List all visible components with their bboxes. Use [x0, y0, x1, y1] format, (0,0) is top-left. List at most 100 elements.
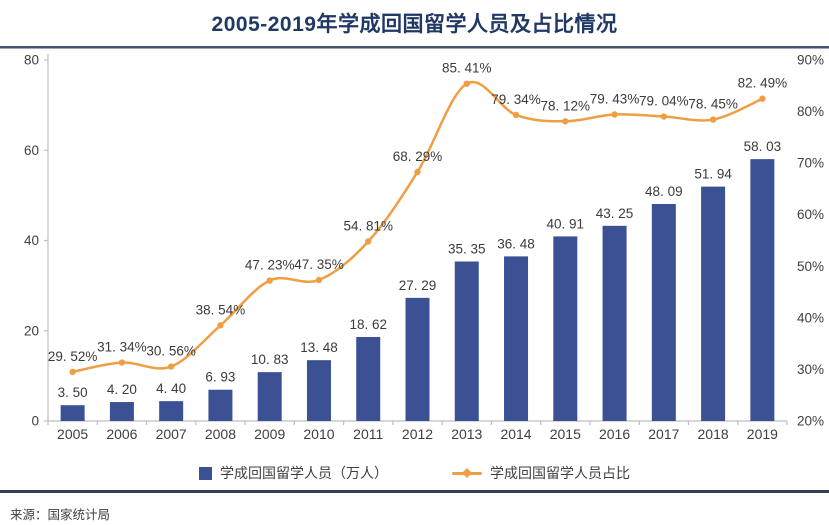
bar-value-label: 48. 09 [645, 184, 683, 199]
chart-legend: 学成回国留学人员（万人） 学成回国留学人员占比 [0, 461, 829, 485]
bar-value-label: 27. 29 [399, 278, 437, 293]
bar [306, 360, 331, 421]
bar [208, 389, 233, 421]
y-axis-right-label: 60% [797, 207, 824, 222]
pct-value-label: 78. 12% [541, 98, 591, 113]
legend-bar-label: 学成回国留学人员（万人） [220, 465, 388, 481]
bar [60, 405, 85, 421]
x-axis-year-label: 2015 [550, 426, 581, 442]
bar-value-label: 4. 40 [156, 381, 186, 396]
x-axis-year-label: 2008 [205, 426, 236, 442]
y-axis-right-label: 40% [797, 310, 824, 325]
x-axis-year-label: 2006 [106, 426, 137, 442]
pct-value-label: 54. 81% [343, 218, 393, 233]
bar-value-label: 43. 25 [596, 206, 634, 221]
bar-value-label: 35. 35 [448, 241, 486, 256]
pct-point [414, 168, 421, 176]
pct-value-label: 47. 35% [294, 257, 344, 272]
combo-chart: 0 20 40 60 80 20% 30% 40% 50% 60% 70% 80% 90% 2005 200… [24, 53, 824, 443]
source-note: 来源：国家统计局 [10, 508, 111, 522]
pct-point [266, 277, 273, 284]
y-axis-right-label: 50% [797, 259, 824, 274]
legend-item-line: 学成回国留学人员占比 [452, 463, 630, 483]
bar [159, 401, 184, 421]
y-axis-left-label: 40 [24, 233, 39, 248]
x-axis-year-label: 2005 [57, 426, 88, 442]
x-axis-year-label: 2007 [156, 426, 187, 442]
bar [504, 256, 529, 421]
pct-point [315, 276, 323, 284]
x-axis-year-label: 2009 [254, 426, 285, 442]
pct-point [611, 111, 618, 118]
pct-value-label: 38. 54% [196, 302, 246, 317]
title-bar: 2005-2019年学成回国留学人员及占比情况 [0, 0, 829, 46]
bar [750, 159, 775, 421]
pct-value-label: 78. 45% [688, 97, 738, 112]
pct-value-label: 79. 43% [590, 92, 640, 107]
pct-point [660, 113, 668, 120]
page-title: 2005-2019年学成回国留学人员及占比情况 [211, 13, 618, 36]
x-axis-year-label: 2010 [303, 426, 334, 442]
x-axis-year-label: 2014 [500, 426, 531, 442]
pct-point [512, 111, 520, 119]
bar-value-label: 40. 91 [547, 216, 585, 231]
y-axis-left-label: 80 [24, 53, 39, 68]
pct-value-label: 82. 49% [738, 76, 788, 91]
bar-value-label: 10. 83 [251, 352, 289, 367]
pct-point [365, 238, 372, 245]
bar [701, 186, 726, 421]
pct-point [167, 363, 175, 370]
bar-value-label: 6. 93 [205, 370, 235, 385]
x-axis-year-label: 2012 [402, 426, 433, 442]
pct-value-label: 47. 23% [245, 258, 295, 273]
pct-point [759, 95, 766, 102]
pct-value-label: 68. 29% [393, 149, 443, 164]
y-axis-left-label: 0 [31, 414, 39, 429]
bar-value-label: 36. 48 [497, 236, 535, 251]
bar [651, 203, 676, 421]
pct-point [217, 322, 224, 329]
pct-value-label: 31. 34% [97, 340, 147, 355]
pct-value-label: 79. 34% [491, 92, 541, 107]
pct-value-label: 29. 52% [48, 349, 98, 364]
bar [454, 261, 479, 421]
line-legend-marker-icon [452, 468, 482, 478]
bar [257, 372, 282, 421]
x-axis-year-label: 2011 [353, 426, 383, 442]
y-axis-right-label: 70% [797, 156, 824, 171]
footer-separator [0, 490, 829, 493]
x-axis-year-label: 2013 [451, 426, 482, 442]
pct-point [118, 359, 126, 366]
x-axis-year-label: 2019 [747, 426, 778, 442]
pct-point [562, 118, 569, 125]
y-axis-right-label: 80% [797, 104, 824, 119]
x-axis-year-label: 2016 [599, 426, 630, 442]
pct-point [463, 80, 470, 87]
bar [405, 297, 430, 421]
bar [553, 236, 578, 421]
bar-value-label: 18. 62 [349, 317, 387, 332]
bar [356, 336, 381, 421]
pct-point [69, 368, 76, 376]
pct-value-label: 30. 56% [146, 344, 196, 359]
y-axis-left-label: 20 [24, 323, 39, 338]
bar-value-label: 58. 03 [744, 139, 782, 154]
pct-value-label: 85. 41% [442, 61, 492, 76]
bar-legend-swatch-icon [199, 466, 212, 480]
pct-point [709, 116, 717, 123]
x-axis-year-label: 2018 [698, 426, 729, 442]
y-axis-right-label: 20% [797, 414, 824, 429]
title-separator [0, 46, 829, 48]
bar [109, 402, 134, 421]
bar-value-label: 4. 20 [107, 382, 137, 397]
y-axis-right-label: 90% [797, 53, 824, 68]
x-axis-year-label: 2017 [648, 426, 679, 442]
pct-value-label: 79. 04% [639, 94, 689, 109]
legend-line-label: 学成回国留学人员占比 [490, 465, 630, 481]
bar [602, 225, 627, 421]
bar-value-label: 13. 48 [300, 340, 338, 355]
y-axis-left-label: 60 [24, 143, 39, 158]
legend-item-bar: 学成回国留学人员（万人） [199, 463, 388, 483]
bar-value-label: 3. 50 [58, 385, 88, 400]
bar-value-label: 51. 94 [694, 167, 732, 182]
